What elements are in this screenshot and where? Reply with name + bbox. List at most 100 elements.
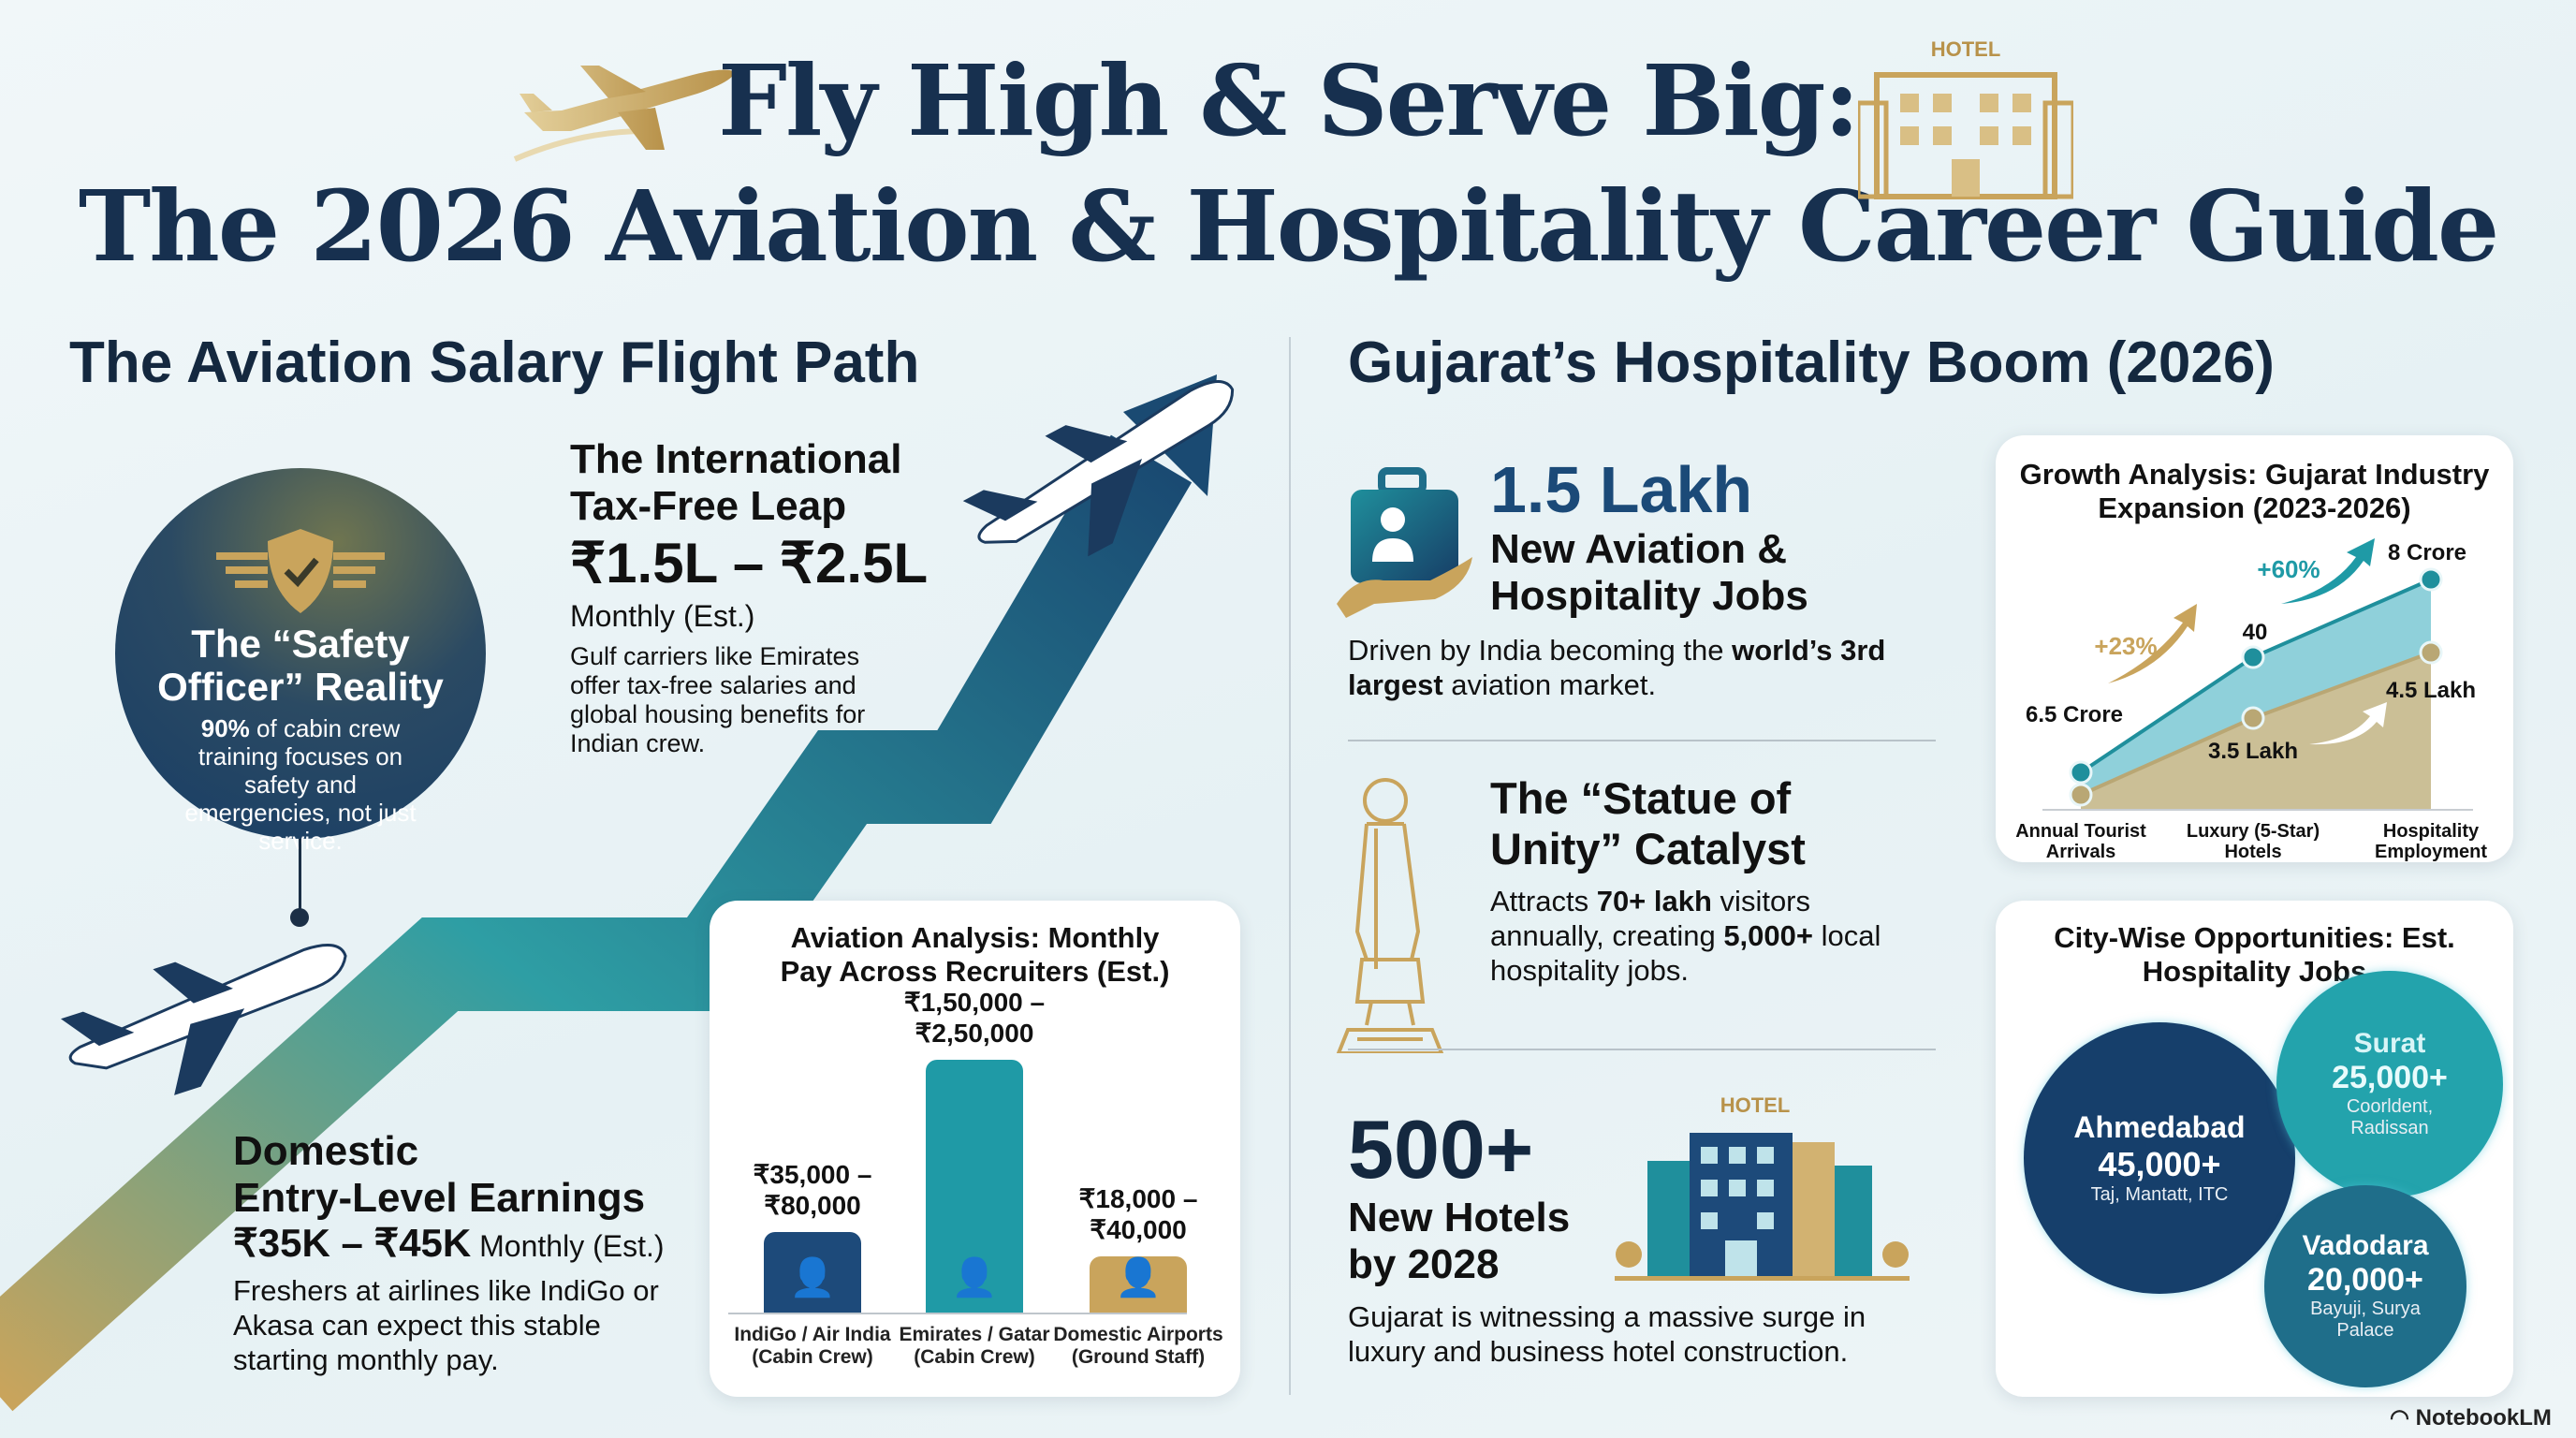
cabin-crew-icon: 👤: [951, 1257, 998, 1299]
domestic-salary: ₹35K – ₹45K: [233, 1221, 472, 1265]
statue-title-2: Unity” Catalyst: [1490, 824, 1806, 873]
international-text: Gulf carriers like Emirates offer tax-fr…: [570, 642, 866, 757]
bar-category-label: Emirates / Gatar (Cabin Crew): [899, 1324, 1049, 1369]
category-line: Domestic Airports: [1053, 1324, 1223, 1345]
growth-analysis-chart: Growth Analysis: Gujarat Industry Expans…: [1996, 435, 2513, 862]
jobs-text: Driven by India becoming the world’s 3rd…: [1348, 633, 1928, 702]
hotel-sign: HOTEL: [1930, 37, 2001, 61]
city-bubble: Surat 25,000+ Coorldent, Radissan: [2276, 970, 2504, 1198]
bar: 👤: [1090, 1256, 1187, 1313]
statue-text-b: 70+ lakh: [1596, 885, 1712, 917]
category-line: Hospitality: [2382, 821, 2480, 842]
data-point: [2241, 645, 2265, 669]
category-line: (Cabin Crew): [914, 1346, 1035, 1368]
domestic-period: Monthly (Est.): [471, 1229, 665, 1263]
airplane-international: [962, 380, 1235, 557]
bar-value-label: ₹35,000 – ₹80,000: [754, 1159, 872, 1221]
data-point: [2069, 760, 2093, 785]
safety-text: of cabin crew training focuses on safety…: [184, 714, 417, 855]
city-jobs: 45,000+: [2098, 1145, 2221, 1183]
data-point: [2419, 640, 2443, 665]
bar-value-line: ₹80,000: [764, 1190, 861, 1220]
pilot-icon: 👤: [789, 1256, 836, 1299]
category-line: IndiGo / Air India: [734, 1324, 891, 1345]
jobs-value: 1.5 Lakh: [1490, 453, 1753, 526]
international-title-2: Tax-Free Leap: [570, 483, 847, 529]
bar-value-line: ₹40,000: [1090, 1215, 1187, 1244]
growth-arrow-icon: [2108, 604, 2197, 683]
statue-text: Attracts 70+ lakh visitors annually, cre…: [1490, 884, 1883, 988]
growth-arrow-icon: [2309, 702, 2387, 745]
statue-title-1: The “Statue of: [1490, 773, 1792, 823]
point-label: 40: [2242, 620, 2268, 645]
domestic-text: Freshers at airlines like IndiGo or Akas…: [233, 1274, 659, 1376]
notebooklm-watermark: ◠ NotebookLM: [2390, 1404, 2552, 1431]
jobs-text-a: Driven by India becoming the: [1348, 634, 1733, 667]
hospitality-heading: Gujarat’s Hospitality Boom (2026): [1348, 330, 2275, 395]
series-area: [2081, 653, 2431, 810]
hotels-title-2: by 2028: [1348, 1241, 1500, 1287]
category-line: (Ground Staff): [1071, 1346, 1206, 1368]
bar-category-label: IndiGo / Air India (Cabin Crew): [734, 1324, 890, 1369]
brand-text: NotebookLM: [2415, 1405, 2552, 1431]
category-line: Annual Tourist: [2015, 821, 2146, 842]
safety-officer-circle: The “Safety Officer” Reality 90% of cabi…: [115, 468, 486, 855]
hotel-icon: [1858, 72, 2073, 199]
statue-text-e: local hospitality jobs.: [1490, 919, 1881, 987]
statue-text-d: 5,000+: [1723, 919, 1813, 952]
safety-title-1: The “Safety: [191, 622, 410, 666]
city-hotels: Taj, Mantatt, ITC: [2090, 1184, 2229, 1205]
monthly-pay-chart: Aviation Analysis: Monthly Pay Across Re…: [710, 901, 1240, 1397]
international-title-1: The International: [570, 436, 902, 482]
category-line: Hotels: [2224, 842, 2282, 862]
category-line: (Cabin Crew): [752, 1346, 873, 1368]
salary-flight-path-arrow: [0, 374, 1235, 1412]
jobs-text-b: world’s 3rd largest: [1348, 634, 1886, 701]
data-point: [2069, 783, 2093, 807]
growth-plot: [2042, 538, 2473, 811]
bar: 👤: [764, 1231, 861, 1313]
hotel-buildings-icon: [1615, 1133, 1910, 1281]
jobs-title-2: Hospitality Jobs: [1490, 573, 1808, 619]
hotel-buildings-sign: HOTEL: [1720, 1093, 1791, 1117]
section-divider: [1348, 740, 1936, 741]
bar-value-line: ₹35,000 –: [753, 1159, 872, 1189]
domestic-title-2: Entry-Level Earnings: [233, 1175, 646, 1221]
airplane-icon: [513, 66, 735, 162]
safety-stat: 90%: [200, 714, 250, 742]
growth-arrow-icon: [2281, 538, 2375, 604]
chart-title: Growth Analysis: Gujarat Industry Expans…: [2019, 458, 2490, 524]
chart-title: Aviation Analysis: Monthly Pay Across Re…: [780, 921, 1170, 988]
category-line: Arrivals: [2045, 842, 2116, 862]
bar-category-label: Domestic Airports (Ground Staff): [1053, 1324, 1222, 1369]
category-label: Hospitality Employment: [2375, 821, 2487, 862]
category-line: Employment: [2374, 842, 2488, 862]
domestic-title-1: Domestic: [233, 1128, 419, 1174]
growth-annotation: +60%: [2257, 555, 2320, 583]
jobs-text-c: aviation market.: [1442, 668, 1657, 701]
bar-value-label: ₹1,50,000 – ₹2,50,000: [904, 987, 1045, 1049]
bar-value-line: ₹1,50,000 –: [903, 988, 1046, 1017]
notebooklm-logo-icon: ◠: [2390, 1405, 2416, 1431]
bar-value-line: ₹18,000 –: [1078, 1184, 1198, 1213]
city-hotels: Coorldent, Radissan: [2346, 1096, 2434, 1139]
point-label: 4.5 Lakh: [2385, 678, 2477, 703]
aviation-heading: The Aviation Salary Flight Path: [69, 330, 920, 395]
column-divider: [1289, 337, 1291, 1395]
shield-check-icon: [216, 529, 385, 613]
data-point: [2419, 567, 2443, 592]
point-label: 3.5 Lakh: [2207, 739, 2299, 764]
city-name: Surat: [2353, 1028, 2426, 1060]
ground-staff-icon: 👤: [1115, 1257, 1162, 1299]
bar-value-line: ₹2,50,000: [915, 1019, 1034, 1048]
hotels-title-1: New Hotels: [1348, 1195, 1571, 1240]
international-salary: ₹1.5L – ₹2.5L: [570, 532, 929, 594]
international-period: Monthly (Est.): [570, 599, 755, 633]
statue-text-a: Attracts: [1490, 885, 1597, 917]
job-briefcase-icon: [1337, 467, 1472, 618]
point-label: 8 Crore: [2387, 540, 2467, 565]
title-line-1: Fly High & Serve Big:: [718, 43, 1860, 158]
city-name: Vadodara: [2302, 1230, 2429, 1262]
statue-of-unity-icon: [1336, 778, 1444, 1053]
